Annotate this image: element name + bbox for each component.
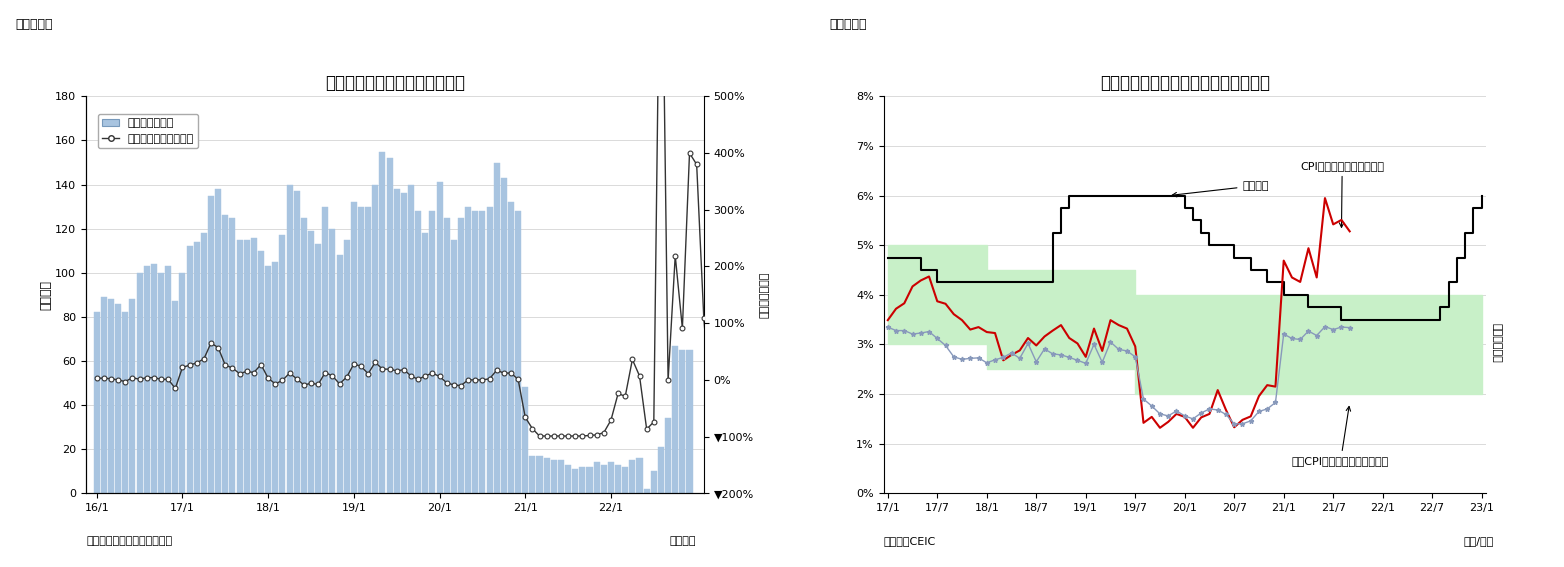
Bar <box>551 460 557 493</box>
Bar <box>479 211 485 493</box>
Bar <box>186 246 192 493</box>
Bar <box>508 202 515 493</box>
Bar <box>637 458 643 493</box>
Bar <box>494 163 500 493</box>
Bar <box>194 242 200 493</box>
Bar <box>665 418 671 493</box>
Bar <box>529 456 535 493</box>
Bar <box>687 350 693 493</box>
Bar <box>436 183 443 493</box>
Bar <box>465 206 471 493</box>
Text: コアCPI上昇率（前年同月比）: コアCPI上昇率（前年同月比） <box>1292 407 1389 466</box>
Text: インフレ目標: インフレ目標 <box>1492 323 1501 362</box>
Bar <box>515 211 521 493</box>
Bar <box>386 158 393 493</box>
Bar <box>594 463 599 493</box>
Bar <box>679 350 685 493</box>
Bar <box>400 193 407 493</box>
Bar <box>444 218 450 493</box>
Bar <box>94 312 100 493</box>
Bar <box>180 273 186 493</box>
Bar <box>622 467 629 493</box>
Text: 政策金利: 政策金利 <box>1173 181 1268 197</box>
Bar <box>536 456 543 493</box>
Bar <box>250 238 256 493</box>
Text: （年/月）: （年/月） <box>1464 536 1494 547</box>
Y-axis label: （万人）: （万人） <box>39 280 53 310</box>
Text: （月次）: （月次） <box>669 536 696 547</box>
Text: （図表４）: （図表４） <box>829 18 866 31</box>
Bar <box>172 302 178 493</box>
Bar <box>230 218 236 493</box>
Bar <box>586 467 593 493</box>
Bar <box>336 255 343 493</box>
Bar <box>350 202 357 493</box>
Y-axis label: （前年同月比）: （前年同月比） <box>760 272 769 318</box>
Bar <box>358 206 364 493</box>
Bar <box>558 460 565 493</box>
Title: インドネシアのインフレ率と政策金利: インドネシアのインフレ率と政策金利 <box>1099 74 1270 92</box>
Bar <box>108 299 114 493</box>
Bar <box>601 464 607 493</box>
Bar <box>364 206 371 493</box>
Bar <box>651 471 657 493</box>
Bar <box>200 233 206 493</box>
Bar <box>136 273 142 493</box>
Bar <box>565 464 571 493</box>
Bar <box>258 251 264 493</box>
Bar <box>286 185 292 493</box>
Bar <box>272 262 278 493</box>
Bar <box>344 240 350 493</box>
Bar <box>166 266 170 493</box>
Bar <box>572 469 579 493</box>
Text: （資料）インドネシア統計局: （資料）インドネシア統計局 <box>86 536 172 547</box>
Title: インドネシアの外国人観光客数: インドネシアの外国人観光客数 <box>325 74 465 92</box>
Bar <box>372 185 378 493</box>
Bar <box>122 312 128 493</box>
Bar <box>300 218 307 493</box>
Bar <box>500 178 507 493</box>
Text: （資料）CEIC: （資料）CEIC <box>884 536 935 547</box>
Bar <box>394 189 400 493</box>
Bar <box>544 458 549 493</box>
Bar <box>116 304 120 493</box>
Bar <box>216 189 221 493</box>
Bar <box>450 240 457 493</box>
Bar <box>158 273 164 493</box>
Bar <box>486 206 493 493</box>
Bar <box>458 218 465 493</box>
Bar <box>100 297 106 493</box>
Bar <box>266 266 271 493</box>
Bar <box>330 229 335 493</box>
Bar <box>644 489 649 493</box>
Bar <box>294 191 300 493</box>
Bar <box>608 463 615 493</box>
Bar <box>615 464 621 493</box>
Bar <box>414 211 421 493</box>
Bar <box>280 235 286 493</box>
Bar <box>322 206 328 493</box>
Bar <box>208 196 214 493</box>
Bar <box>579 467 585 493</box>
Bar <box>658 447 665 493</box>
Bar <box>308 231 314 493</box>
Bar <box>522 387 529 493</box>
Bar <box>422 233 429 493</box>
Bar <box>130 299 136 493</box>
Bar <box>222 215 228 493</box>
Text: CPI上昇率（前年同月比）: CPI上昇率（前年同月比） <box>1300 161 1384 227</box>
Legend: 外国人観光客数, 伸び率（前年同月比）: 外国人観光客数, 伸び率（前年同月比） <box>99 114 199 149</box>
Bar <box>236 240 242 493</box>
Bar <box>144 266 150 493</box>
Bar <box>408 185 414 493</box>
Bar <box>150 264 156 493</box>
Bar <box>380 151 385 493</box>
Bar <box>244 240 250 493</box>
Bar <box>673 345 679 493</box>
Bar <box>472 211 479 493</box>
Bar <box>314 244 321 493</box>
Text: （図表３）: （図表３） <box>16 18 53 31</box>
Bar <box>629 460 635 493</box>
Bar <box>430 211 435 493</box>
